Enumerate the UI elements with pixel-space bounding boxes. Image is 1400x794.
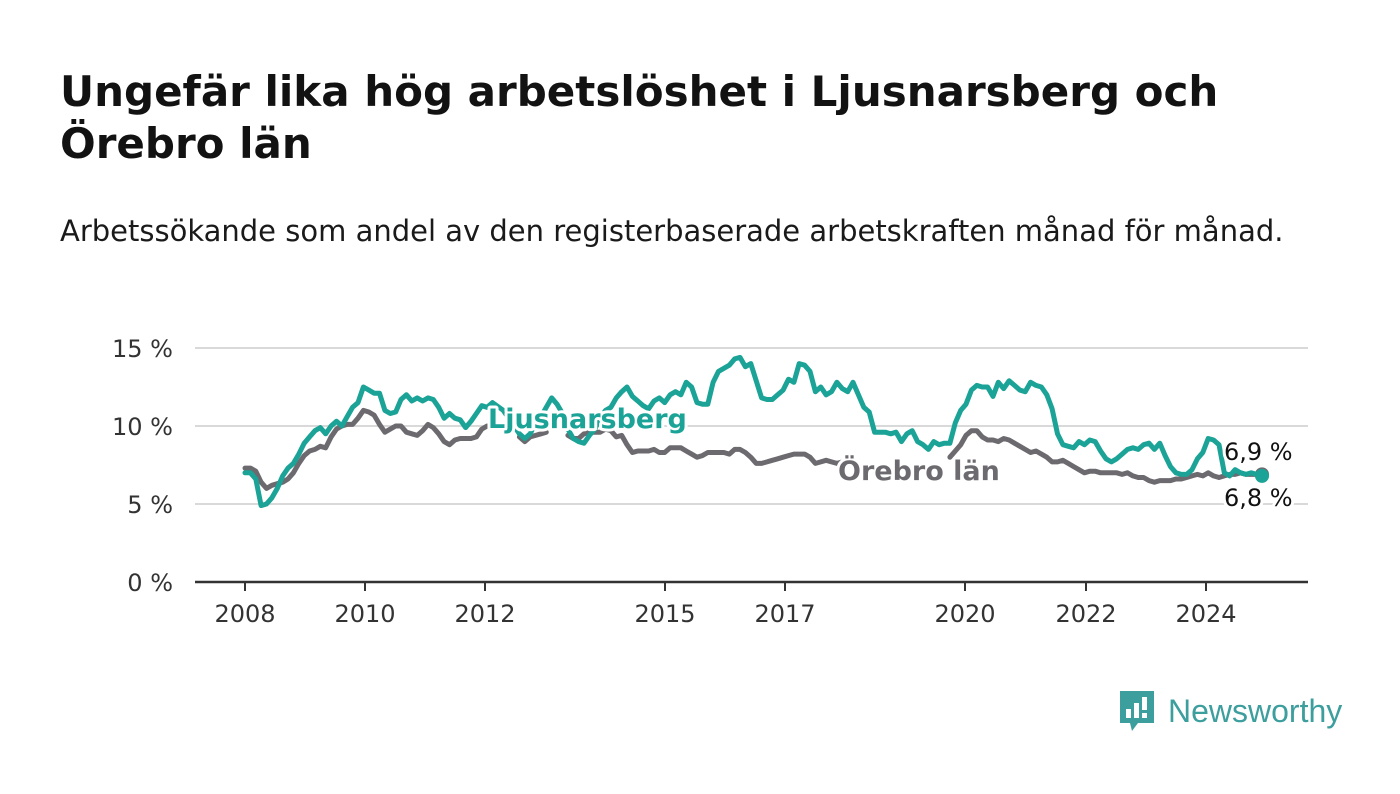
newsworthy-logo[interactable]: Newsworthy [1118,689,1342,733]
x-tick-label: 2008 [214,600,275,628]
x-tick-label: 2022 [1055,600,1116,628]
x-tick-label: 2020 [934,600,995,628]
series-line-orebro-lan-0 [242,407,490,491]
x-tick-label: 2015 [634,600,695,628]
y-tick-label: 0 % [127,569,173,597]
brand-name: Newsworthy [1168,692,1343,729]
x-tick-label: 2012 [454,600,515,628]
series-line-orebro-lan-2 [565,426,851,466]
chart-title: Ungefär lika hög arbetslöshet i Ljusnars… [60,67,1219,168]
x-tick-label: 2017 [754,600,815,628]
y-tick-label: 10 % [112,413,173,441]
x-axis-tick-labels: 2008 2010 2012 2015 2017 2020 2022 2024 [214,582,1237,628]
series-labels: Ljusnarsberg Örebro län 6,9 % 6,8 % [485,401,1296,515]
series-lines [242,354,1269,509]
y-axis-tick-labels: 0 % 5 % 10 % 15 % [112,335,173,597]
y-tick-label: 5 % [127,491,173,519]
series-line-ljusnarsberg-0 [242,354,1265,509]
series-label-orebro-lan: Örebro län [838,454,1000,487]
series-end-point [1255,468,1269,483]
newsworthy-bar-chart-icon [1120,691,1154,731]
end-value-ljusnarsberg: 6,8 % [1224,484,1293,512]
series-line-orebro-lan-3 [947,428,1265,485]
x-tick-label: 2024 [1175,600,1236,628]
x-tick-label: 2010 [334,600,395,628]
end-value-orebro-lan: 6,9 % [1224,438,1293,466]
series-label-ljusnarsberg: Ljusnarsberg [488,404,687,435]
y-tick-label: 15 % [112,335,173,363]
chart-subtitle: Arbetssökande som andel av den registerb… [60,214,1284,248]
